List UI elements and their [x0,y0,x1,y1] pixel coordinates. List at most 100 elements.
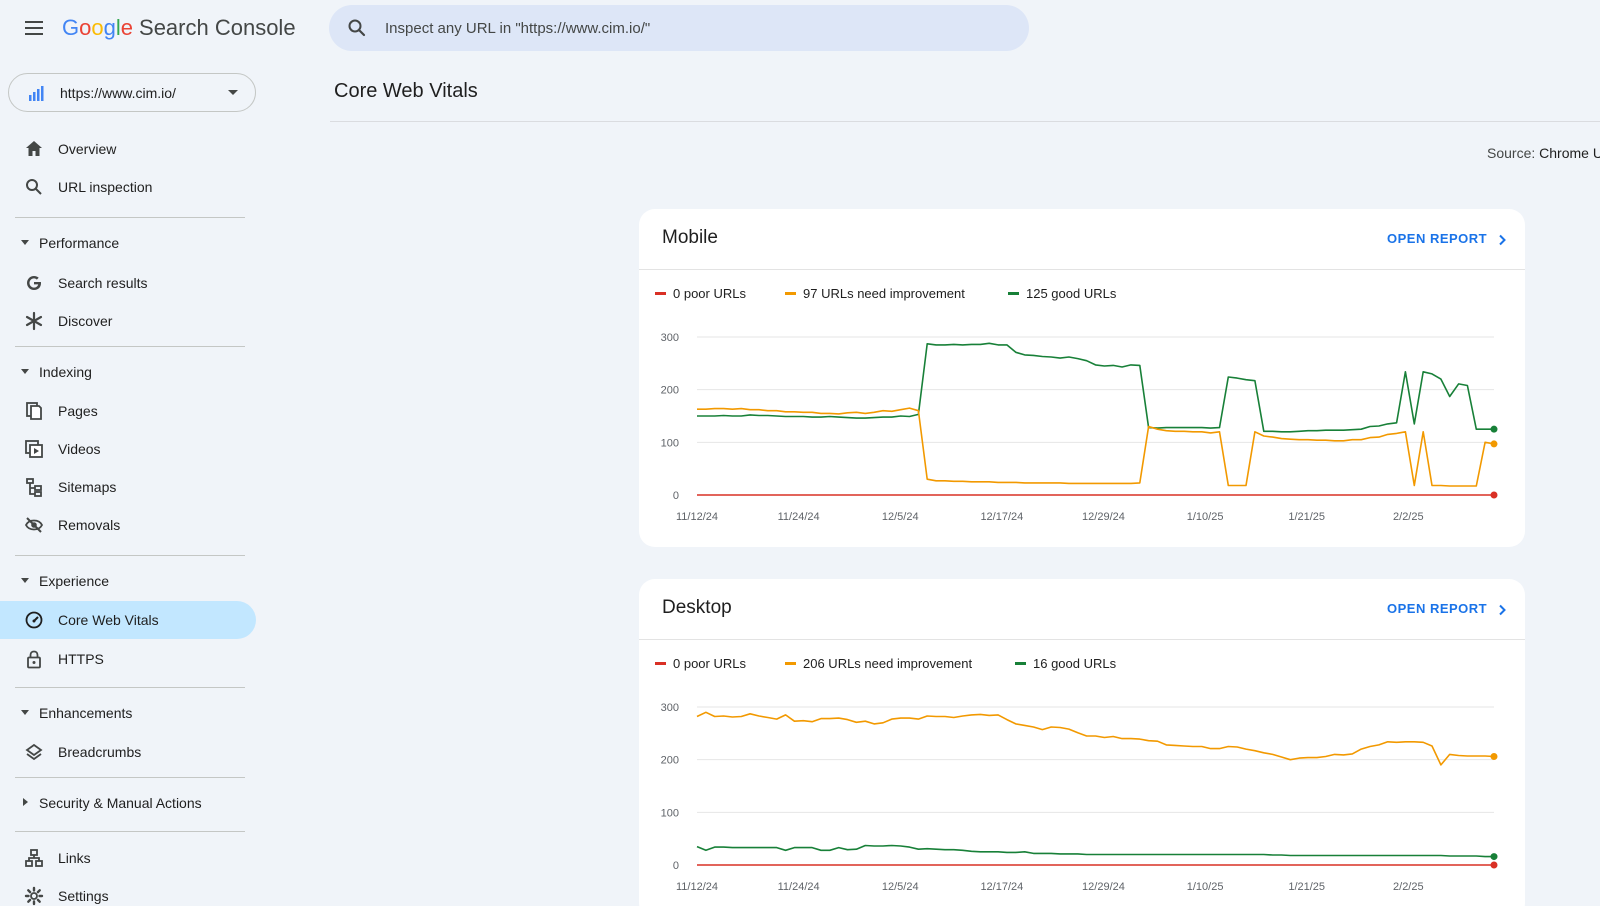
card-title: Mobile [662,227,718,248]
section-experience[interactable]: Experience [0,563,256,599]
open-report-label: OPEN REPORT [1387,601,1488,616]
sidebar-item-links[interactable]: Links [0,839,256,877]
sidebar-item-settings[interactable]: Settings [0,877,256,906]
gauge-icon [25,611,43,629]
card-divider [639,269,1525,270]
hamburger-menu-icon[interactable] [22,16,46,40]
logo-letter: l [115,15,121,40]
legend-label: 0 poor URLs [673,286,746,301]
sidebar-item-label: Settings [58,888,109,904]
sidebar-item-sitemaps[interactable]: Sitemaps [0,468,256,506]
sidebar-item-label: Breadcrumbs [58,744,142,760]
sidebar-divider [15,777,245,778]
sidebar-item-https[interactable]: HTTPS [0,640,256,678]
x-tick-label: 11/24/24 [778,511,820,523]
sidebar-item-label: Removals [58,517,121,533]
series-end-point [1490,853,1498,861]
x-tick-label: 1/21/25 [1288,881,1325,893]
sidebar-item-breadcrumbs[interactable]: Breadcrumbs [0,733,256,771]
legend-label: 16 good URLs [1033,656,1117,671]
section-indexing[interactable]: Indexing [0,354,256,390]
legend-poor: 0 poor URLs [655,656,746,671]
sidebar-item-label: Pages [58,403,98,419]
series-line [696,711,1495,766]
legend-label: 97 URLs need improvement [803,286,965,301]
caret-down-icon [21,710,29,715]
series-end-point [1490,491,1498,499]
sidebar-item-videos[interactable]: Videos [0,430,256,468]
x-tick-label: 11/12/24 [676,881,718,893]
sidebar-divider [15,687,245,688]
open-report-label: OPEN REPORT [1387,231,1488,246]
legend-good: 125 good URLs [1008,286,1116,301]
sidebar-item-core-web-vitals[interactable]: Core Web Vitals [0,601,256,639]
logo-letter: e [120,15,134,40]
google-g-icon [27,276,41,290]
section-security-manual-actions[interactable]: Security & Manual Actions [0,785,256,821]
sidebar-item-removals[interactable]: Removals [0,506,256,544]
x-tick-label: 12/5/24 [882,511,919,523]
sidebar-item-pages[interactable]: Pages [0,392,256,430]
open-report-button[interactable]: OPEN REPORT [1387,231,1507,246]
sidebar-item-url-inspection[interactable]: URL inspection [0,168,256,206]
y-tick-label: 300 [661,332,679,344]
card-title: Desktop [662,597,732,618]
x-tick-label: 1/10/25 [1187,881,1224,893]
x-tick-label: 11/12/24 [676,511,718,523]
links-icon [25,849,43,867]
home-icon [26,141,42,156]
pages-icon [26,402,42,420]
card-divider [639,639,1525,640]
series-line [696,844,1494,858]
google-search-console-logo[interactable]: Google Search Console [62,15,296,41]
logo-letter: g [103,15,116,40]
legend-good: 16 good URLs [1015,656,1116,671]
search-icon [348,19,366,37]
x-tick-label: 2/2/25 [1393,881,1424,893]
logo-letter: G [62,15,80,40]
series-end-point [1490,861,1498,869]
sidebar-item-discover[interactable]: Discover [0,302,256,340]
mobile-report-card: Mobile OPEN REPORT 0 poor URLs 97 URLs n… [639,209,1525,547]
legend-swatch [785,662,796,666]
sidebar-item-label: URL inspection [58,179,153,195]
lock-icon [27,650,41,669]
section-enhancements[interactable]: Enhancements [0,695,256,731]
section-label: Security & Manual Actions [39,795,202,811]
sidebar-item-overview[interactable]: Overview [0,130,256,168]
property-selector[interactable]: https://www.cim.io/ [8,73,256,112]
caret-down-icon [21,369,29,374]
source-note: Source: Chrome U [1487,145,1600,161]
open-report-button[interactable]: OPEN REPORT [1387,601,1507,616]
y-tick-label: 0 [673,490,679,502]
section-label: Enhancements [39,705,133,721]
x-tick-label: 12/17/24 [980,511,1023,523]
property-url: https://www.cim.io/ [60,85,176,101]
section-performance[interactable]: Performance [0,225,256,261]
legend-label: 206 URLs need improvement [803,656,973,671]
y-tick-label: 200 [661,755,679,767]
series-end-point [1490,440,1498,448]
sidebar-item-search-results[interactable]: Search results [0,264,256,302]
sidebar-divider [15,346,245,347]
legend-swatch [655,292,666,296]
y-tick-label: 100 [661,437,679,449]
source-value: Chrome U [1539,145,1600,161]
search-input[interactable] [385,5,1005,51]
property-chart-icon [29,86,44,101]
sidebar-item-label: Sitemaps [58,479,117,495]
header-divider [330,121,1600,122]
caret-right-icon [23,798,28,806]
source-label: Source: [1487,145,1536,161]
sidebar-divider [15,217,245,218]
removals-icon [24,517,44,533]
sidebar-item-label: Search results [58,275,148,291]
section-label: Experience [39,573,110,589]
layers-icon [25,743,43,761]
series-line [697,407,1495,487]
top-bar: Google Search Console [0,0,1600,56]
page-title: Core Web Vitals [334,80,478,102]
url-inspection-search[interactable] [329,5,1029,51]
legend-needs-improvement: 206 URLs need improvement [785,656,972,671]
series-line [697,342,1494,433]
